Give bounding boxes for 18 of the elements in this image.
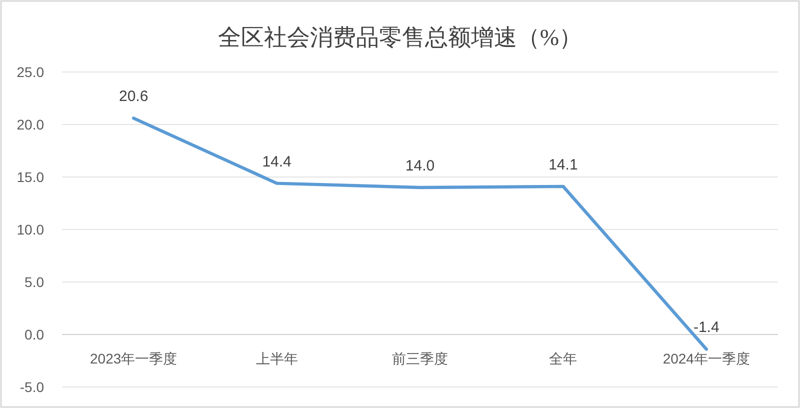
x-tick-label: 2024年一季度 [662, 350, 750, 366]
data-label: -1.4 [693, 319, 720, 336]
y-tick-label: 15.0 [16, 169, 44, 185]
x-tick-label: 全年 [549, 350, 578, 366]
data-label: 14.1 [548, 156, 578, 174]
x-tick-label: 上半年 [256, 350, 298, 366]
y-tick-label: 25.0 [16, 64, 44, 80]
x-tick-label: 2023年一季度 [90, 350, 178, 366]
y-tick-label: 20.0 [16, 116, 44, 132]
data-label: 14.0 [405, 158, 435, 174]
data-label: 20.6 [119, 88, 148, 106]
chart-title: 全区社会消费品零售总额增速（%） [218, 25, 582, 50]
y-tick-label: 10.0 [16, 222, 44, 238]
data-label: 14.4 [262, 153, 292, 170]
y-tick-label: 5.0 [24, 274, 44, 290]
x-tick-label: 前三季度 [392, 350, 448, 366]
y-tick-label: -5.0 [20, 379, 44, 395]
y-tick-label: 0.0 [24, 326, 44, 342]
